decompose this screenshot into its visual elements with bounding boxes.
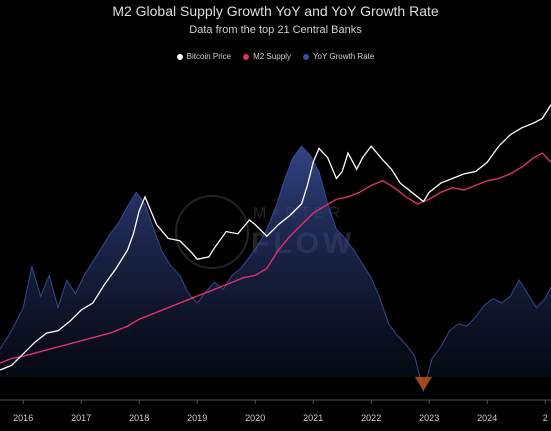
x-tick-label: 2022 <box>361 413 381 423</box>
series-area-yoy-negative <box>414 376 433 391</box>
legend-label-yoy: YoY Growth Rate <box>312 52 375 61</box>
x-tick-label: 2018 <box>129 413 149 423</box>
x-tick-label: 2020 <box>245 413 265 423</box>
chart-subtitle: Data from the top 21 Central Banks <box>189 24 362 36</box>
legend-dot-yoy <box>302 53 309 60</box>
legend-item-yoy[interactable]: YoY Growth Rate <box>302 52 375 61</box>
x-tick-label: 2 <box>543 413 548 423</box>
x-tick-label: 2017 <box>71 413 91 423</box>
x-tick-label: 2024 <box>477 413 497 423</box>
series-line-bitcoin-price <box>0 104 551 371</box>
legend-label-m2: M2 Supply <box>253 52 291 61</box>
legend-item-bitcoin[interactable]: Bitcoin Price <box>176 52 232 61</box>
x-tick-label: 2023 <box>419 413 439 423</box>
x-tick-label: 2016 <box>13 413 33 423</box>
legend-label-bitcoin: Bitcoin Price <box>186 52 232 61</box>
x-tick-label: 2021 <box>303 413 323 423</box>
chart-title: M2 Global Supply Growth YoY and YoY Grow… <box>112 3 439 19</box>
legend-dot-m2 <box>243 53 250 60</box>
watermark-logo-icon <box>175 195 249 269</box>
x-tick-label: 2019 <box>187 413 207 423</box>
legend: Bitcoin Price M2 Supply YoY Growth Rate <box>0 52 551 61</box>
series-line-yoy-growth <box>0 145 551 393</box>
series-line-m2-supply <box>0 152 551 364</box>
series-area-yoy-growth <box>0 146 551 391</box>
legend-dot-bitcoin <box>176 53 183 60</box>
legend-item-m2[interactable]: M2 Supply <box>243 52 291 61</box>
